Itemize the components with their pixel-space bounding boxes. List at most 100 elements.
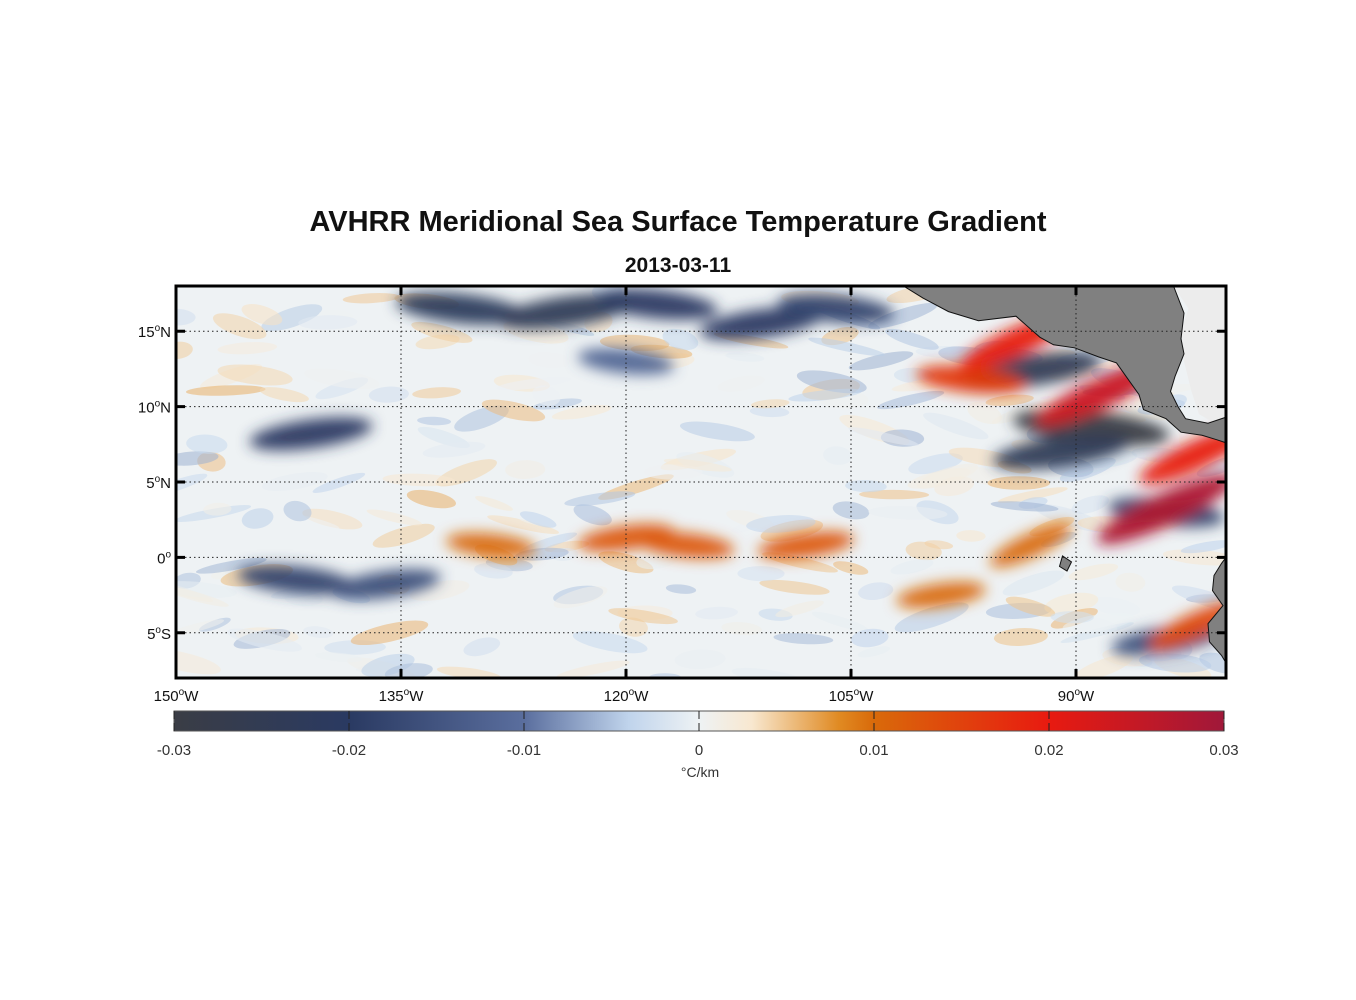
warm-front-patch [758,531,854,560]
lon-tick-label: 105oW [829,687,875,705]
texture-blob [342,293,400,304]
texture-blob [366,509,423,526]
texture-blob [350,620,429,646]
texture-blob [923,412,989,440]
texture-blob [857,646,891,658]
texture-blob [1162,549,1226,566]
texture-blob [636,550,680,570]
cold-front-patch [577,348,675,375]
texture-blob [725,352,765,362]
texture-blob [259,387,309,403]
texture-blob [746,515,816,533]
texture-blob [997,487,1068,503]
galapagos-island [1058,555,1073,572]
texture-blob [382,473,456,487]
lon-tick-label: 120oW [604,687,650,705]
lon-tick-label: 150oW [154,687,200,705]
map-title: AVHRR Meridional Sea Surface Temperature… [309,206,1047,238]
texture-blob [312,472,366,493]
texture-blob [993,628,1048,646]
cold-front-patch [249,417,373,451]
south-america-land [1207,556,1226,664]
texture-blob [372,523,435,548]
texture-blob [987,476,1051,490]
colorbar-tick-label: -0.01 [507,742,541,759]
texture-blob [368,386,409,403]
texture-blob [556,660,630,678]
texture-blob [212,313,267,340]
colorbar-ticks: -0.03 -0.02 -0.01 0 0.01 0.02 0.03 [157,711,1239,759]
lon-tick-label: 135oW [379,687,425,705]
texture-blob [412,387,461,399]
texture-blob [176,341,193,360]
cold-front-patch [237,565,355,595]
texture-blob [894,602,969,633]
texture-blob [241,303,283,326]
texture-blob [572,631,648,654]
texture-blob [227,628,302,652]
texture-blob [303,626,334,639]
map-plot-area: 150oW 135oW 120oW 105oW 90oW 15oN 10oN 5oN 0o 5oS [138,284,1228,705]
colorbar-tick-label: -0.03 [157,742,191,759]
texture-blob [775,600,824,618]
texture-blob [298,315,358,330]
cold-front-patch [331,569,441,600]
texture-blob [384,663,433,678]
texture-blob [823,446,853,465]
texture-blob [598,551,654,574]
texture-blob [186,434,228,454]
texture-blob [475,495,514,511]
texture-blob [845,479,887,493]
texture-blob [1090,596,1141,617]
texture-blob [990,501,1059,512]
texture-blob [528,352,571,369]
texture-blob [217,364,293,386]
texture-blob [1050,611,1094,624]
cold-front-patch [992,433,1130,470]
texture-blob [564,491,636,507]
texture-blob [411,321,473,343]
map-subtitle: 2013-03-11 [624,254,732,277]
texture-blob [532,385,561,406]
texture-blob [663,458,732,472]
warm-front-patch [446,532,536,558]
texture-blob [967,402,1002,425]
texture-blob [717,375,765,392]
texture-blob [985,394,1034,407]
central-america-land [902,286,1226,444]
texture-blob [848,351,914,371]
texture-blob [406,489,456,509]
texture-blob [721,622,762,636]
texture-blob [573,504,612,526]
warm-front-patch [989,523,1073,568]
texture-blob [1062,612,1135,633]
texture-blob [1199,652,1226,674]
texture-blob [463,637,501,657]
texture-blob [553,586,608,609]
texture-blob [302,508,363,530]
texture-blob [924,540,954,550]
texture-blob [1071,495,1110,514]
texture-blob [417,416,452,426]
texture-blob [885,328,939,350]
texture-blob [551,404,612,420]
texture-blob [1005,596,1056,617]
texture-blob [496,376,572,391]
texture-blob [643,464,703,480]
texture-blob [1180,540,1226,554]
texture-blob [422,441,486,458]
lat-tick-label: 15oN [138,323,171,341]
axis-ticks: 150oW 135oW 120oW 105oW 90oW 15oN 10oN 5oN 0o 5oS [138,286,1226,705]
texture-blob [487,515,560,534]
texture-blob [314,652,363,663]
texture-blob [176,451,219,466]
texture-blob [186,385,266,396]
texture-blob [833,561,869,575]
cold-front-patch [699,307,823,341]
texture-blob [907,468,971,489]
texture-blob [1196,454,1226,477]
texture-blob [1068,563,1119,581]
texture-blob [890,559,934,575]
texture-blob [283,500,312,522]
texture-blob [217,342,278,355]
